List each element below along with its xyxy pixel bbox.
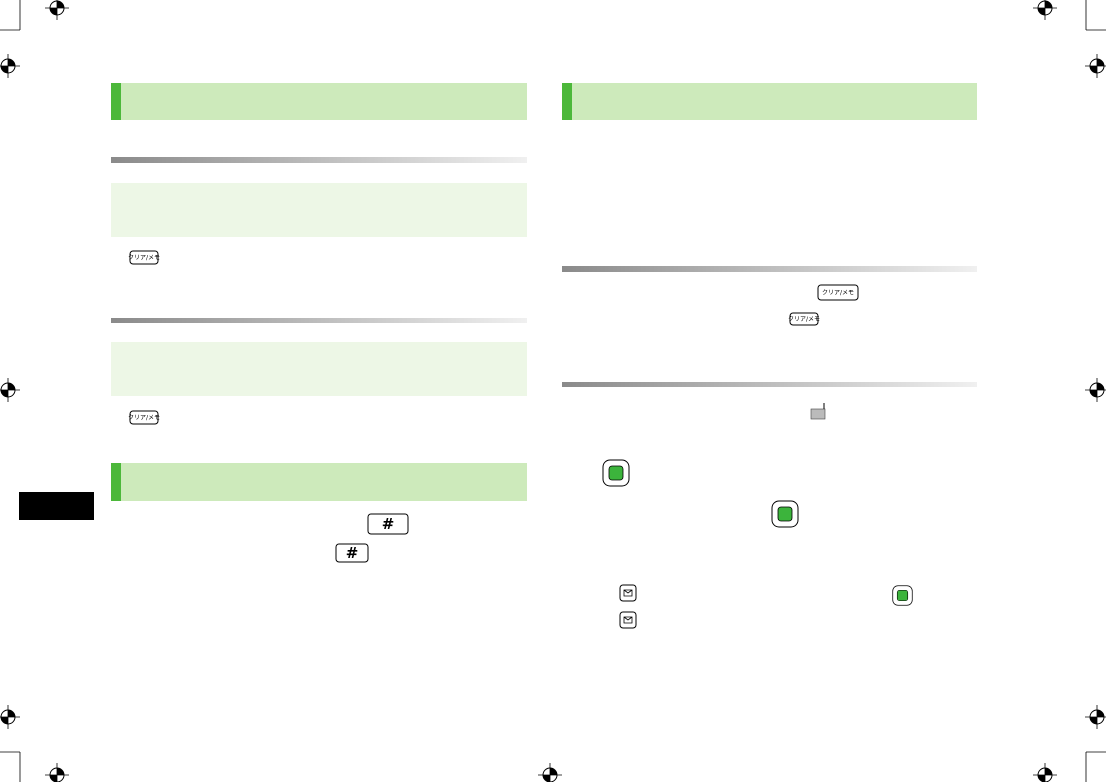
divider — [111, 318, 527, 323]
key-frame — [789, 312, 819, 326]
chapter-tab — [19, 492, 94, 520]
camera-icon — [810, 403, 826, 420]
mail-key-icon — [619, 611, 637, 629]
key-label: クリア/メモ — [128, 255, 160, 262]
header-accent — [562, 83, 572, 120]
nav-key-icon — [602, 459, 630, 487]
header-accent — [111, 83, 121, 120]
section-header — [562, 83, 977, 120]
key-label: # — [382, 515, 395, 533]
divider — [562, 382, 977, 387]
section-header — [111, 463, 527, 501]
key-label: クリア/メモ — [788, 316, 820, 323]
divider — [562, 266, 977, 272]
left-column — [111, 83, 527, 501]
nav-key-icon — [892, 585, 913, 606]
note-box — [111, 342, 527, 396]
key-frame — [367, 513, 409, 535]
right-column — [562, 83, 977, 629]
key-frame — [335, 543, 369, 563]
nav-key-icon — [771, 500, 799, 528]
divider — [111, 157, 527, 163]
key-label: # — [346, 544, 359, 562]
key-frame — [129, 250, 159, 265]
key-label: クリア/メモ — [822, 290, 854, 297]
section-header — [111, 83, 527, 120]
key-label: クリア/メモ — [128, 415, 160, 422]
mail-key-icon — [619, 584, 637, 602]
note-box — [111, 183, 527, 237]
key-frame — [129, 410, 159, 425]
key-frame — [817, 284, 859, 301]
header-accent — [111, 463, 121, 501]
